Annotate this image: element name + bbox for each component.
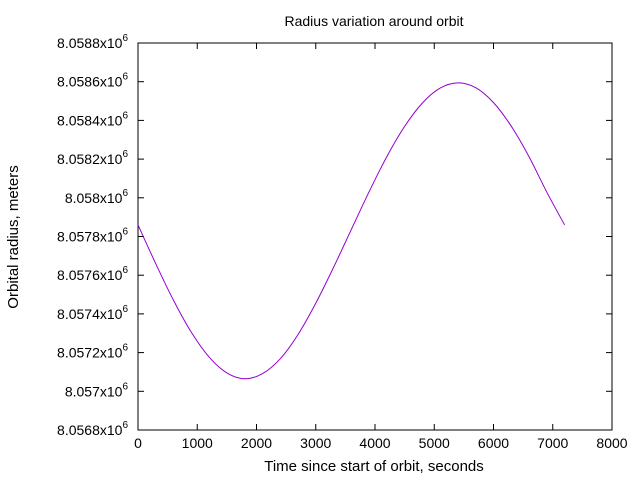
y-tick-exponent: 6	[122, 33, 128, 44]
y-tick-exponent: 6	[122, 265, 128, 276]
y-tick-mantissa: 8.0578x10	[57, 229, 123, 245]
series-line	[137, 82, 566, 380]
y-tick-label: 8.0572x106	[57, 343, 128, 361]
y-tick-mantissa: 8.0584x10	[57, 112, 123, 128]
y-tick-exponent: 6	[122, 227, 128, 238]
y-tick-exponent: 6	[122, 188, 128, 199]
x-axis-label: Time since start of orbit, seconds	[264, 458, 484, 475]
y-tick-label: 8.0576x106	[57, 265, 128, 283]
x-tick-label: 0	[134, 435, 142, 451]
y-tick-mantissa: 8.0574x10	[57, 306, 123, 322]
y-tick-exponent: 6	[122, 72, 128, 83]
y-tick-label: 8.058x106	[65, 188, 129, 206]
chart-title: Radius variation around orbit	[285, 13, 464, 29]
y-axis-label: Orbital radius, meters	[5, 165, 22, 308]
x-tick-label: 5000	[419, 435, 450, 451]
y-tick-mantissa: 8.0576x10	[57, 267, 123, 283]
y-tick-mantissa: 8.0568x10	[57, 422, 123, 438]
y-tick-label: 8.0574x106	[57, 304, 128, 322]
x-tick-label: 1000	[182, 435, 213, 451]
y-tick-exponent: 6	[122, 149, 128, 160]
y-axis: 8.0568x1068.057x1068.0572x1068.0574x1068…	[57, 33, 612, 438]
y-tick-exponent: 6	[122, 381, 128, 392]
y-tick-label: 8.0584x106	[57, 110, 128, 128]
y-tick-label: 8.0586x106	[57, 72, 128, 90]
y-tick-mantissa: 8.058x10	[65, 190, 123, 206]
x-tick-label: 6000	[478, 435, 509, 451]
x-tick-label: 2000	[241, 435, 272, 451]
x-tick-label: 7000	[537, 435, 568, 451]
y-tick-mantissa: 8.0582x10	[57, 151, 123, 167]
y-tick-label: 8.0588x106	[57, 33, 128, 51]
y-tick-label: 8.057x106	[65, 381, 129, 399]
y-tick-mantissa: 8.0588x10	[57, 35, 123, 51]
y-tick-label: 8.0582x106	[57, 149, 128, 167]
series-layer	[137, 82, 566, 380]
x-tick-label: 3000	[300, 435, 331, 451]
y-tick-label: 8.0568x106	[57, 420, 128, 438]
x-axis: 0 1000 2000 3000 4000 5000 6000 7000 8000	[134, 43, 628, 451]
x-tick-label: 4000	[359, 435, 390, 451]
y-tick-exponent: 6	[122, 110, 128, 121]
y-tick-exponent: 6	[122, 420, 128, 431]
plot-frame	[137, 42, 613, 431]
y-tick-mantissa: 8.0586x10	[57, 74, 123, 90]
y-tick-exponent: 6	[122, 304, 128, 315]
y-tick-mantissa: 8.0572x10	[57, 345, 123, 361]
y-tick-mantissa: 8.057x10	[65, 383, 123, 399]
x-tick-label: 8000	[596, 435, 627, 451]
y-tick-exponent: 6	[122, 343, 128, 354]
y-tick-label: 8.0578x106	[57, 227, 128, 245]
